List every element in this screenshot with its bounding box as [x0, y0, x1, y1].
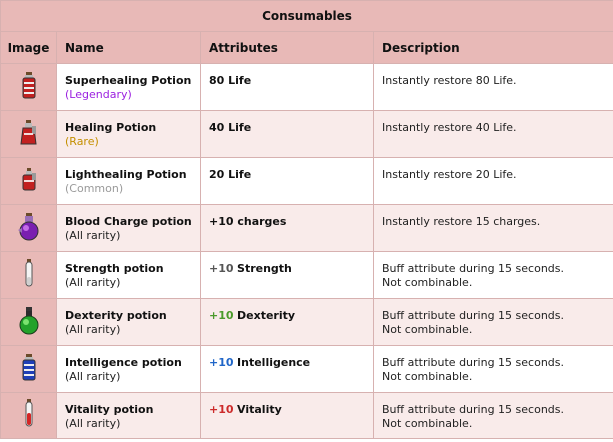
description-line: Buff attribute during 15 seconds. [382, 309, 565, 322]
attribute-text: 80 Life [209, 74, 252, 87]
red-potion-flask-icon [19, 119, 38, 149]
item-rarity: (All rarity) [65, 417, 121, 430]
attribute-text: Dexterity [237, 309, 296, 322]
attributes-cell: +10 Intelligence [200, 345, 374, 393]
attributes-cell: +10 Strength [200, 251, 374, 299]
item-name: Dexterity potion [65, 309, 167, 322]
description-line: Not combinable. [382, 276, 473, 289]
name-cell: Vitality potion (All rarity) [56, 392, 201, 439]
description-cell: Instantly restore 80 Life. [373, 63, 613, 111]
description-line: Not combinable. [382, 370, 473, 383]
attributes-cell: +10 charges [200, 204, 374, 252]
name-cell: Intelligence potion (All rarity) [56, 345, 201, 393]
description-cell: Instantly restore 15 charges. [373, 204, 613, 252]
attribute-text: 20 Life [209, 168, 252, 181]
attribute-text: Vitality [237, 403, 282, 416]
item-rarity: (Common) [65, 182, 124, 195]
table-row: Superhealing Potion (Legendary) 80 Life … [0, 63, 613, 111]
name-cell: Blood Charge potion (All rarity) [56, 204, 201, 252]
table-title: Consumables [0, 0, 613, 32]
attribute-text: 40 Life [209, 121, 252, 134]
table-row: Healing Potion (Rare) 40 Life Instantly … [0, 110, 613, 158]
item-name: Superhealing Potion [65, 74, 192, 87]
description-line: Buff attribute during 15 seconds. [382, 403, 565, 416]
table-row: Blood Charge potion (All rarity) +10 cha… [0, 204, 613, 252]
column-header-image: Image [0, 31, 57, 64]
attributes-cell: +10 Vitality [200, 392, 374, 439]
item-rarity: (All rarity) [65, 370, 121, 383]
name-cell: Lighthealing Potion (Common) [56, 157, 201, 205]
item-name: Strength potion [65, 262, 164, 275]
description-line: Instantly restore 80 Life. [382, 74, 517, 87]
attribute-modifier: +10 [209, 262, 234, 275]
column-header-name: Name [56, 31, 201, 64]
image-cell [0, 345, 57, 393]
column-header-description: Description [373, 31, 613, 64]
description-cell: Buff attribute during 15 seconds. Not co… [373, 298, 613, 346]
image-cell [0, 392, 57, 439]
description-cell: Buff attribute during 15 seconds. Not co… [373, 251, 613, 299]
image-cell [0, 204, 57, 252]
name-cell: Healing Potion (Rare) [56, 110, 201, 158]
item-rarity: (Rare) [65, 135, 99, 148]
item-name: Lighthealing Potion [65, 168, 187, 181]
attribute-text: Intelligence [237, 356, 311, 369]
red-potion-bottle-icon [21, 71, 37, 103]
description-line: Buff attribute during 15 seconds. [382, 262, 565, 275]
item-name: Blood Charge potion [65, 215, 192, 228]
image-cell [0, 63, 57, 111]
attribute-text: +10 charges [209, 215, 287, 228]
description-cell: Instantly restore 40 Life. [373, 110, 613, 158]
name-cell: Superhealing Potion (Legendary) [56, 63, 201, 111]
description-line: Not combinable. [382, 323, 473, 336]
image-cell [0, 157, 57, 205]
attribute-modifier: +10 [209, 309, 234, 322]
purple-potion-orb-icon [16, 212, 42, 244]
table-row: Vitality potion (All rarity) +10 Vitalit… [0, 392, 613, 439]
table-row: Intelligence potion (All rarity) +10 Int… [0, 345, 613, 393]
attribute-text: Strength [237, 262, 292, 275]
name-cell: Strength potion (All rarity) [56, 251, 201, 299]
blue-potion-bottle-icon [21, 353, 37, 385]
description-line: Not combinable. [382, 417, 473, 430]
item-rarity: (All rarity) [65, 323, 121, 336]
attributes-cell: 80 Life [200, 63, 374, 111]
description-line: Instantly restore 20 Life. [382, 168, 517, 181]
attributes-cell: 40 Life [200, 110, 374, 158]
attribute-modifier: +10 [209, 403, 234, 416]
small-red-potion-icon [21, 167, 37, 195]
description-cell: Buff attribute during 15 seconds. Not co… [373, 392, 613, 439]
item-name: Intelligence potion [65, 356, 182, 369]
image-cell [0, 110, 57, 158]
name-cell: Dexterity potion (All rarity) [56, 298, 201, 346]
attributes-cell: 20 Life [200, 157, 374, 205]
table-row: Strength potion (All rarity) +10 Strengt… [0, 251, 613, 299]
table-row: Dexterity potion (All rarity) +10 Dexter… [0, 298, 613, 346]
white-vial-icon [24, 258, 34, 292]
red-vial-icon [24, 399, 34, 432]
description-line: Buff attribute during 15 seconds. [382, 356, 565, 369]
green-potion-orb-icon [17, 306, 41, 338]
item-rarity: (All rarity) [65, 229, 121, 242]
item-rarity: (Legendary) [65, 88, 132, 101]
image-cell [0, 298, 57, 346]
item-rarity: (All rarity) [65, 276, 121, 289]
description-line: Instantly restore 15 charges. [382, 215, 541, 228]
description-line: Instantly restore 40 Life. [382, 121, 517, 134]
description-cell: Buff attribute during 15 seconds. Not co… [373, 345, 613, 393]
table-row: Lighthealing Potion (Common) 20 Life Ins… [0, 157, 613, 205]
image-cell [0, 251, 57, 299]
attribute-modifier: +10 [209, 356, 234, 369]
item-name: Vitality potion [65, 403, 154, 416]
attributes-cell: +10 Dexterity [200, 298, 374, 346]
column-header-attributes: Attributes [200, 31, 374, 64]
item-name: Healing Potion [65, 121, 157, 134]
description-cell: Instantly restore 20 Life. [373, 157, 613, 205]
